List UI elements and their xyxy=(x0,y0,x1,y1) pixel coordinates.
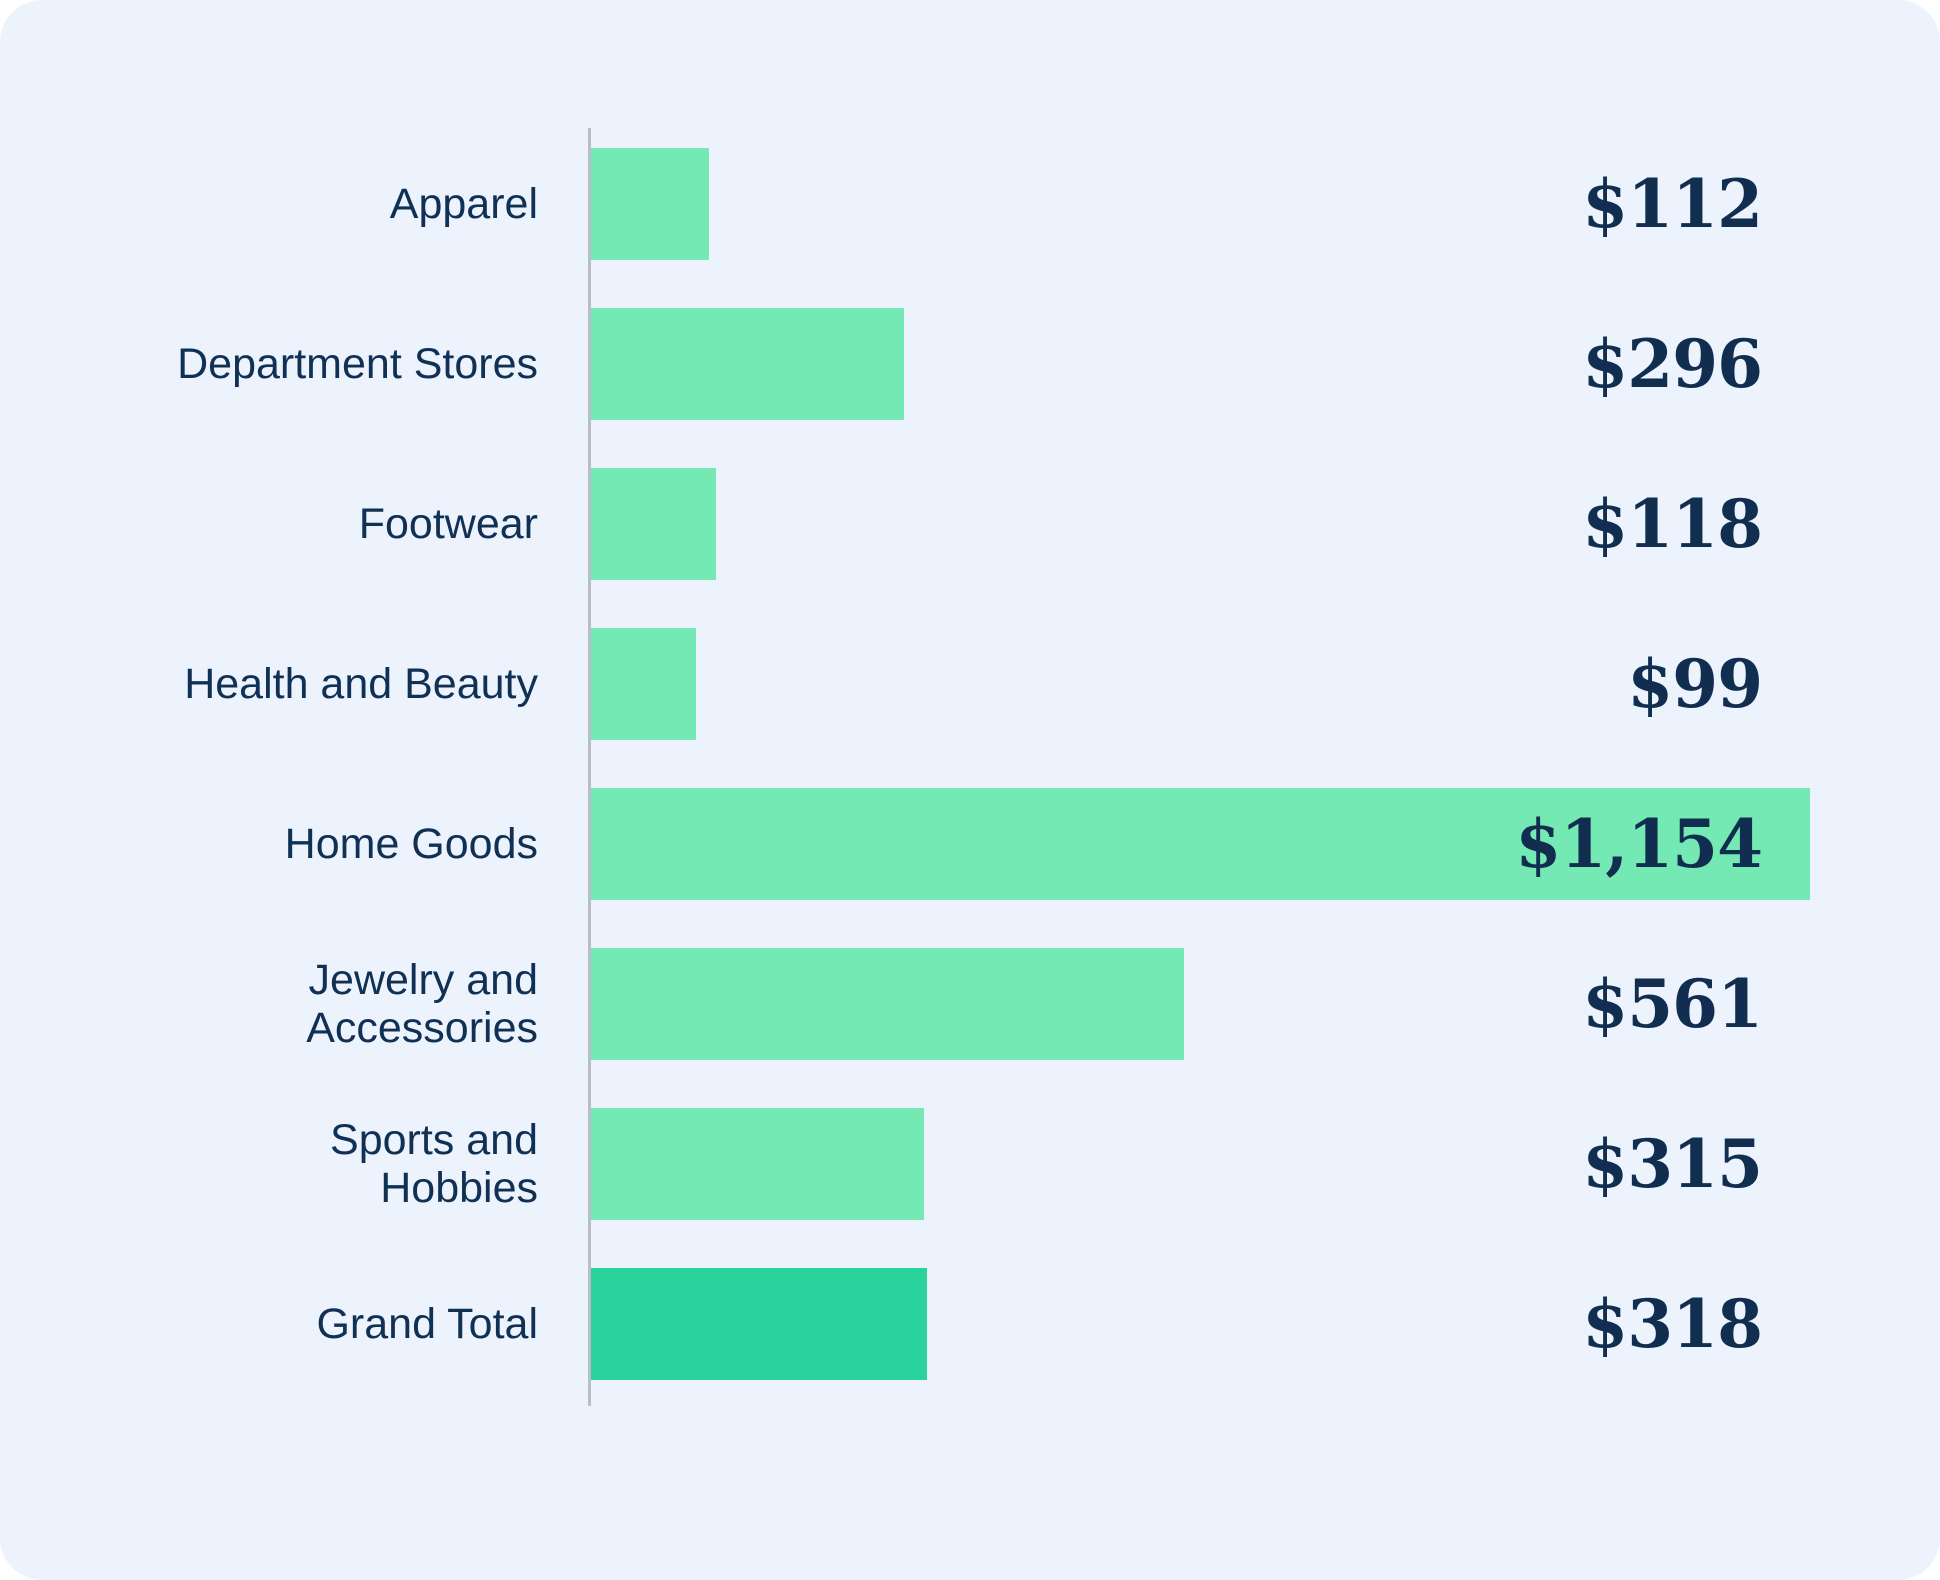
value-label: $118 xyxy=(1582,485,1763,563)
value-label: $1,154 xyxy=(1515,805,1763,883)
bar xyxy=(591,1108,924,1220)
value-label: $315 xyxy=(1582,1125,1763,1203)
y-axis-line xyxy=(588,128,591,1406)
bar xyxy=(591,948,1184,1060)
category-label: Footwear xyxy=(358,499,538,548)
category-label: Department Stores xyxy=(177,339,538,388)
bar xyxy=(591,308,904,420)
bar xyxy=(591,628,696,740)
category-label: Jewelry and Accessories xyxy=(306,955,538,1052)
bar-row: Footwear $118 xyxy=(0,468,1940,580)
bar-row: Home Goods $1,154 xyxy=(0,788,1940,900)
bar xyxy=(591,148,709,260)
value-label: $296 xyxy=(1582,325,1763,403)
value-label: $318 xyxy=(1582,1285,1763,1363)
bar xyxy=(591,1268,927,1380)
bar-row: Health and Beauty $99 xyxy=(0,628,1940,740)
value-label: $99 xyxy=(1627,645,1763,723)
category-label: Apparel xyxy=(389,179,538,228)
bar-row: Apparel $112 xyxy=(0,148,1940,260)
category-label: Grand Total xyxy=(316,1299,538,1348)
bar-row: Sports and Hobbies $315 xyxy=(0,1108,1940,1220)
category-label: Sports and Hobbies xyxy=(330,1115,538,1212)
bar xyxy=(591,788,1810,900)
bar-row: Grand Total $318 xyxy=(0,1268,1940,1380)
category-label: Home Goods xyxy=(284,819,538,868)
bar-row: Jewelry and Accessories $561 xyxy=(0,948,1940,1060)
bar-row: Department Stores $296 xyxy=(0,308,1940,420)
category-label: Health and Beauty xyxy=(184,659,538,708)
bar xyxy=(591,468,716,580)
value-label: $112 xyxy=(1582,165,1763,243)
value-label: $561 xyxy=(1582,965,1763,1043)
